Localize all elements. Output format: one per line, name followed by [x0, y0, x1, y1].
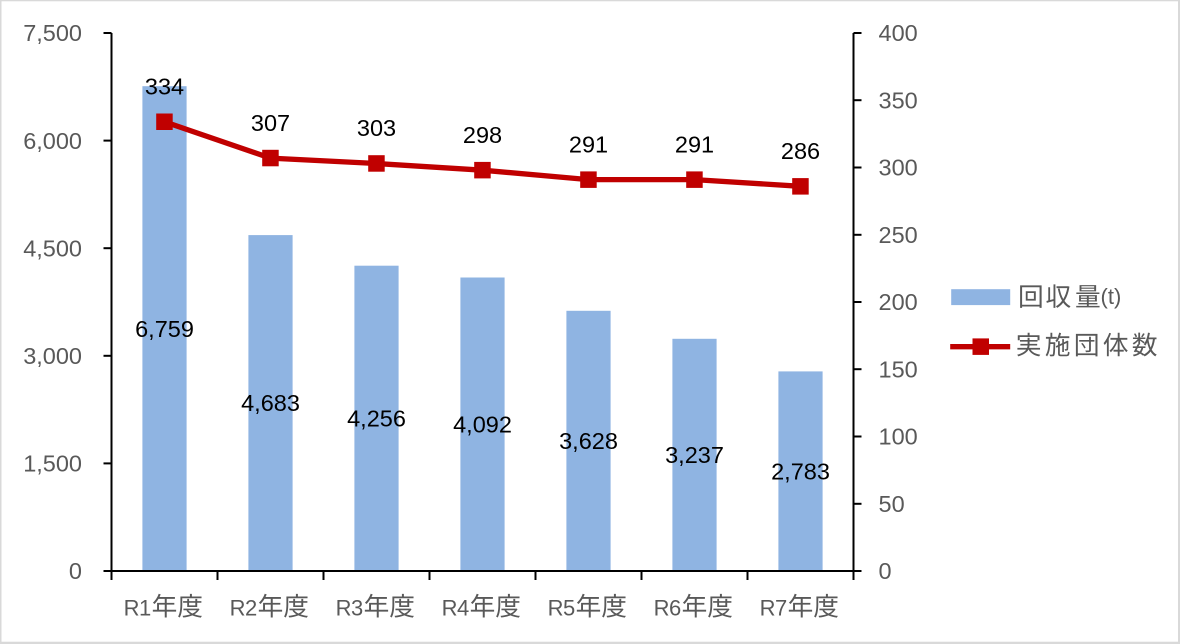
- svg-text:R4: R4: [442, 596, 469, 621]
- svg-text:4,092: 4,092: [453, 411, 512, 437]
- svg-text:200: 200: [879, 289, 918, 315]
- svg-text:150: 150: [879, 356, 918, 382]
- svg-text:303: 303: [357, 115, 396, 141]
- svg-text:4,500: 4,500: [23, 235, 82, 261]
- svg-text:0: 0: [69, 558, 82, 584]
- svg-text:R1: R1: [124, 596, 151, 621]
- svg-text:100: 100: [879, 424, 918, 450]
- svg-text:334: 334: [145, 74, 184, 100]
- svg-text:R2: R2: [230, 596, 257, 621]
- svg-text:R3: R3: [336, 596, 363, 621]
- svg-text:350: 350: [879, 88, 918, 114]
- svg-text:R5: R5: [548, 596, 575, 621]
- svg-text:6,759: 6,759: [135, 316, 194, 342]
- svg-text:250: 250: [879, 222, 918, 248]
- svg-text:50: 50: [879, 491, 905, 517]
- svg-text:3,628: 3,628: [559, 428, 618, 454]
- svg-text:0: 0: [879, 558, 892, 584]
- svg-text:6,000: 6,000: [23, 128, 82, 154]
- svg-text:307: 307: [251, 110, 290, 136]
- svg-text:300: 300: [879, 155, 918, 181]
- svg-text:291: 291: [675, 131, 714, 157]
- svg-text:(t): (t): [1101, 284, 1122, 309]
- svg-text:R6: R6: [654, 596, 681, 621]
- svg-text:291: 291: [569, 131, 608, 157]
- svg-text:400: 400: [879, 20, 918, 46]
- svg-text:4,683: 4,683: [241, 390, 300, 416]
- svg-text:7,500: 7,500: [23, 20, 82, 46]
- svg-text:3,000: 3,000: [23, 343, 82, 369]
- svg-text:286: 286: [781, 138, 820, 164]
- svg-text:1,500: 1,500: [23, 451, 82, 477]
- svg-text:2,783: 2,783: [771, 458, 830, 484]
- svg-text:3,237: 3,237: [665, 442, 724, 468]
- svg-text:4,256: 4,256: [347, 406, 406, 432]
- svg-text:298: 298: [463, 122, 502, 148]
- svg-text:R7: R7: [760, 596, 787, 621]
